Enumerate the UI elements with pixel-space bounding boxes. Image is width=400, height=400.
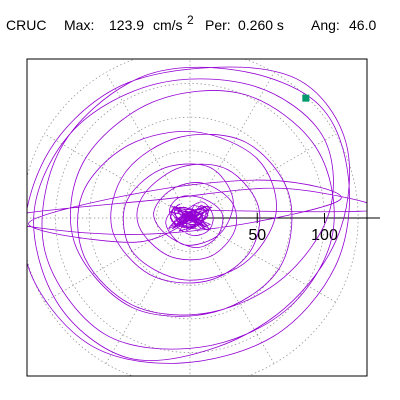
chart-header: CRUC Max: 123.9 cm/s 2 Per: 0.260 s Ang:… <box>6 11 376 33</box>
period-value: 0.260 s <box>238 17 284 33</box>
max-label: Max: <box>64 17 94 33</box>
angle-label: Ang: <box>311 17 340 33</box>
marker-layer <box>302 94 310 102</box>
max-direction-marker <box>302 94 310 102</box>
orbit-core-cluster <box>168 204 213 232</box>
max-unit: cm/s <box>153 17 183 33</box>
period-label: Per: <box>205 17 231 33</box>
max-value: 123.9 <box>109 17 144 33</box>
max-unit-exponent: 2 <box>187 13 194 27</box>
x-axis: 50 100 <box>190 213 380 244</box>
station-code: CRUC <box>6 17 46 33</box>
angle-value: 46.0 <box>349 17 376 33</box>
orbit-trace <box>27 66 367 364</box>
orbit-traces <box>27 66 367 364</box>
plot-frame <box>26 58 368 377</box>
